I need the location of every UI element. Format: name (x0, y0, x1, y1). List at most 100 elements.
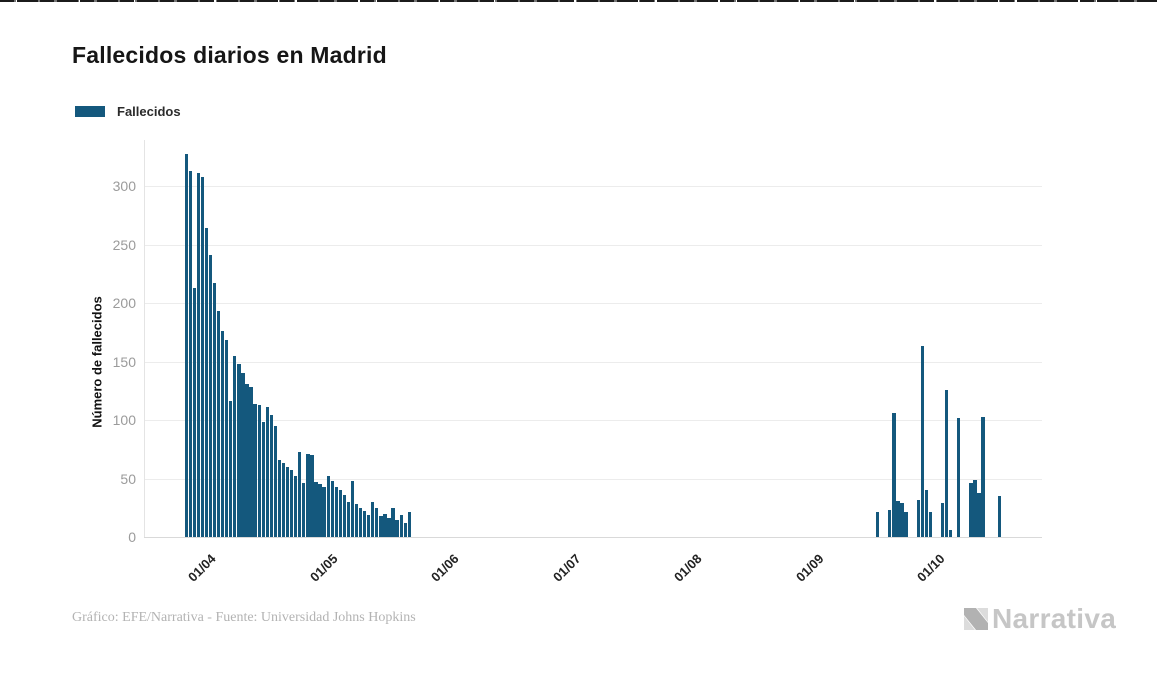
y-tick-label: 200 (112, 295, 136, 311)
bar[interactable] (322, 486, 326, 537)
bar[interactable] (273, 425, 278, 537)
page-top-border (0, 0, 1157, 2)
x-tick-label: 01/10 (913, 551, 948, 585)
bar[interactable] (888, 510, 892, 537)
bar[interactable] (387, 518, 391, 537)
bar[interactable] (940, 503, 945, 537)
bar[interactable] (346, 501, 351, 537)
bar[interactable] (371, 501, 375, 537)
bar[interactable] (204, 228, 209, 537)
legend-label: Fallecidos (117, 104, 181, 119)
bar[interactable] (281, 463, 286, 537)
bar[interactable] (379, 515, 383, 537)
bar[interactable] (391, 507, 395, 538)
x-tick-label: 01/05 (306, 551, 341, 585)
bar[interactable] (318, 484, 322, 537)
bar[interactable] (977, 492, 981, 537)
bar[interactable] (896, 500, 900, 537)
bar[interactable] (294, 476, 298, 537)
bar[interactable] (253, 403, 257, 537)
bar[interactable] (298, 451, 302, 537)
y-axis-line (144, 140, 145, 537)
bar[interactable] (196, 173, 200, 537)
bar[interactable] (973, 479, 977, 537)
y-tick-label: 150 (112, 353, 136, 370)
bar[interactable] (289, 470, 294, 537)
bar[interactable] (334, 486, 338, 537)
source-credit: Gráfico: EFE/Narrativa - Fuente: Univers… (72, 610, 416, 625)
bar[interactable] (200, 176, 205, 537)
bar[interactable] (249, 387, 253, 537)
bar[interactable] (407, 512, 411, 537)
y-tick-label: 50 (120, 470, 136, 487)
gridline (144, 478, 1042, 480)
bar[interactable] (241, 373, 245, 537)
bar[interactable] (188, 170, 192, 537)
bar[interactable] (949, 530, 953, 537)
y-tick-label: 0 (128, 529, 136, 545)
bar[interactable] (981, 416, 985, 537)
bar[interactable] (969, 483, 973, 537)
y-tick-label: 250 (112, 236, 136, 253)
bar[interactable] (399, 514, 403, 537)
bar[interactable] (944, 389, 949, 537)
bar[interactable] (225, 340, 229, 537)
bar[interactable] (920, 346, 924, 537)
bar[interactable] (212, 283, 217, 537)
bar[interactable] (330, 480, 334, 537)
gridline (144, 420, 1042, 421)
bar[interactable] (904, 512, 908, 537)
bar[interactable] (269, 415, 273, 537)
bar[interactable] (306, 453, 310, 537)
bar[interactable] (892, 413, 896, 537)
bar[interactable] (395, 519, 399, 537)
bar[interactable] (916, 499, 920, 537)
bar[interactable] (326, 476, 330, 537)
bar[interactable] (876, 512, 880, 537)
bar[interactable] (233, 355, 237, 537)
bar[interactable] (216, 311, 221, 537)
bar[interactable] (338, 490, 342, 537)
bar[interactable] (900, 503, 904, 537)
bar[interactable] (237, 363, 241, 537)
bar[interactable] (354, 504, 359, 537)
bar[interactable] (403, 523, 407, 537)
y-tick-label: 300 (112, 178, 136, 194)
bar[interactable] (257, 404, 261, 537)
bar[interactable] (221, 331, 225, 537)
narrativa-logo-icon (964, 608, 988, 630)
bar[interactable] (375, 507, 379, 538)
x-axis-line (144, 537, 1042, 538)
bar[interactable] (261, 422, 265, 537)
bar[interactable] (924, 490, 928, 537)
bar[interactable] (310, 455, 314, 537)
bar[interactable] (302, 483, 306, 537)
bar[interactable] (229, 401, 233, 537)
x-tick-label: 01/07 (549, 551, 584, 585)
bar[interactable] (383, 513, 387, 537)
bar[interactable] (363, 511, 367, 537)
x-tick-label: 01/09 (792, 551, 827, 585)
bar[interactable] (208, 255, 213, 537)
bar[interactable] (957, 417, 961, 537)
bar[interactable] (928, 512, 933, 537)
bar[interactable] (358, 507, 363, 538)
bar[interactable] (245, 383, 249, 537)
bar[interactable] (367, 514, 371, 537)
bar[interactable] (285, 466, 290, 537)
x-tick-label: 01/06 (427, 551, 462, 585)
bar[interactable] (342, 494, 347, 537)
bar[interactable] (192, 287, 196, 537)
bar[interactable] (350, 480, 355, 537)
legend-swatch (75, 106, 105, 117)
bar[interactable] (277, 459, 282, 537)
x-tick-label: 01/04 (184, 551, 219, 585)
bar[interactable] (314, 482, 318, 537)
legend-item-fallecidos[interactable]: Fallecidos (75, 104, 181, 119)
page-title: Fallecidos diarios en Madrid (72, 42, 387, 68)
brand-logo: Narrativa (962, 603, 1116, 635)
bar[interactable] (184, 154, 188, 537)
bar[interactable] (997, 496, 1001, 537)
bar[interactable] (265, 407, 269, 537)
